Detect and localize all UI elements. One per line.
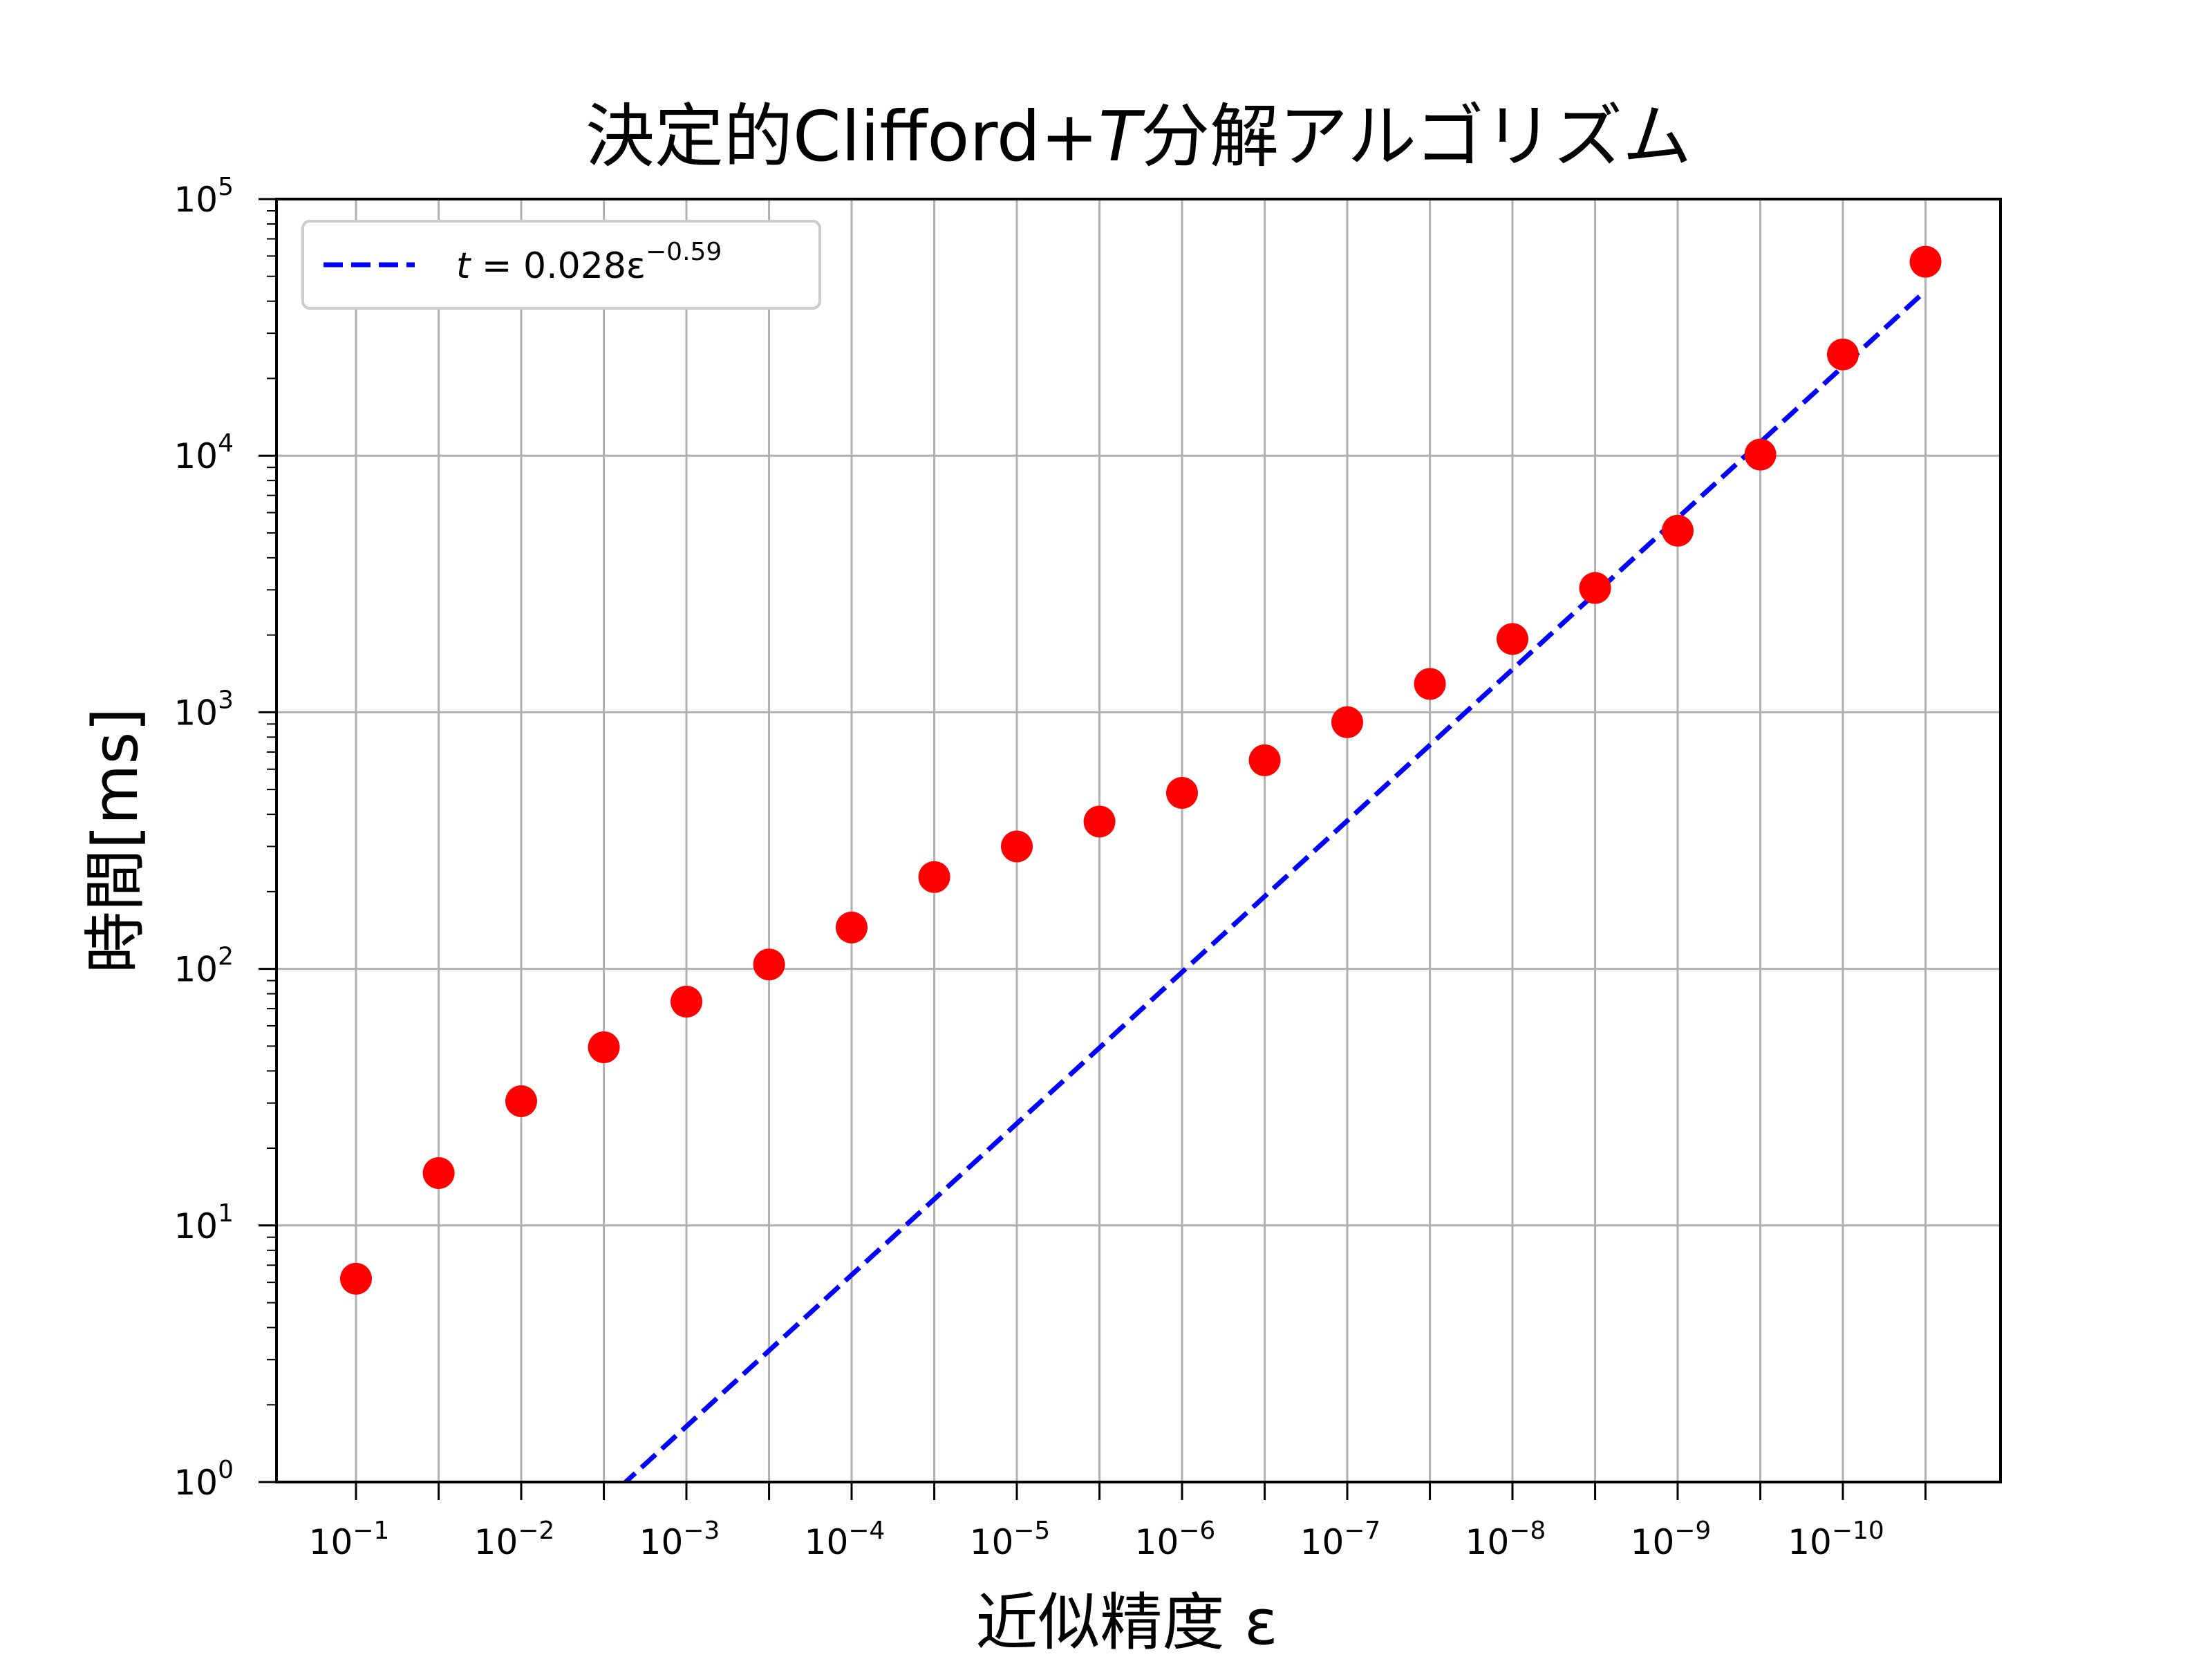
data-point: [1909, 245, 1942, 278]
y-tick-labels: 100 101 102 103 104 105: [174, 173, 234, 1503]
legend: t = 0.028ε−0.59: [301, 220, 821, 310]
y-tick-label: 101: [174, 1199, 234, 1246]
x-tick-label: 10−5: [970, 1517, 1051, 1562]
x-tick-labels: 10−1 10−2 10−3 10−4 10−5 10−6 10−7 10−8 10−9 10−1…: [309, 1517, 1884, 1562]
data-point: [588, 1031, 620, 1063]
plot-frame: [275, 198, 2002, 1483]
y-tick-label: 105: [174, 173, 234, 220]
legend-lhs: t: [456, 245, 471, 287]
x-tick-label: 10−1: [309, 1517, 390, 1562]
legend-body: 0.028ε: [523, 245, 646, 287]
data-point: [1166, 777, 1198, 809]
x-tick-label: 10−8: [1465, 1517, 1546, 1562]
data-point: [918, 861, 950, 893]
legend-label: t = 0.028ε−0.59: [456, 238, 722, 287]
title-italic: T: [1098, 96, 1145, 177]
data-point: [1497, 623, 1528, 655]
data-point: [1662, 514, 1694, 547]
y-tick-label: 103: [174, 686, 234, 733]
x-axis-label: 近似精度 ε: [975, 1586, 1277, 1659]
legend-box: [301, 220, 821, 310]
y-tick-label: 100: [174, 1456, 234, 1503]
legend-equals: =: [470, 245, 523, 287]
legend-power: −0.59: [646, 238, 722, 266]
x-tick-label: 10−2: [474, 1517, 555, 1562]
data-point: [1744, 438, 1777, 471]
data-point: [836, 911, 868, 944]
x-tick-label: 10−9: [1631, 1517, 1712, 1562]
data-points: [340, 245, 1942, 1295]
data-point: [340, 1262, 372, 1295]
y-tick-label: 102: [174, 943, 234, 990]
x-tick-label: 10−3: [639, 1517, 720, 1562]
chart-title: 決定的Clifford+T分解アルゴリズム: [585, 96, 1691, 177]
data-point: [1248, 744, 1281, 776]
data-point: [1083, 805, 1116, 838]
x-tick-label: 10−4: [805, 1517, 885, 1562]
title-prefix: 決定的Clifford+: [585, 96, 1098, 177]
data-point: [1579, 572, 1611, 604]
data-point: [1414, 668, 1446, 700]
axis-ticks: [259, 198, 1927, 1500]
y-axis-label: 時間[ms]: [79, 708, 152, 974]
title-suffix: 分解アルゴリズム: [1141, 96, 1691, 177]
data-point: [422, 1157, 455, 1190]
data-point: [1331, 706, 1363, 738]
data-point: [1827, 338, 1859, 371]
y-tick-label: 104: [174, 429, 234, 476]
x-tick-label: 10−6: [1135, 1517, 1216, 1562]
data-point: [671, 986, 702, 1018]
x-tick-label: 10−10: [1788, 1517, 1884, 1562]
data-point: [753, 948, 785, 981]
data-point: [1001, 830, 1033, 863]
data-point: [505, 1085, 537, 1118]
x-tick-label: 10−7: [1300, 1517, 1381, 1562]
